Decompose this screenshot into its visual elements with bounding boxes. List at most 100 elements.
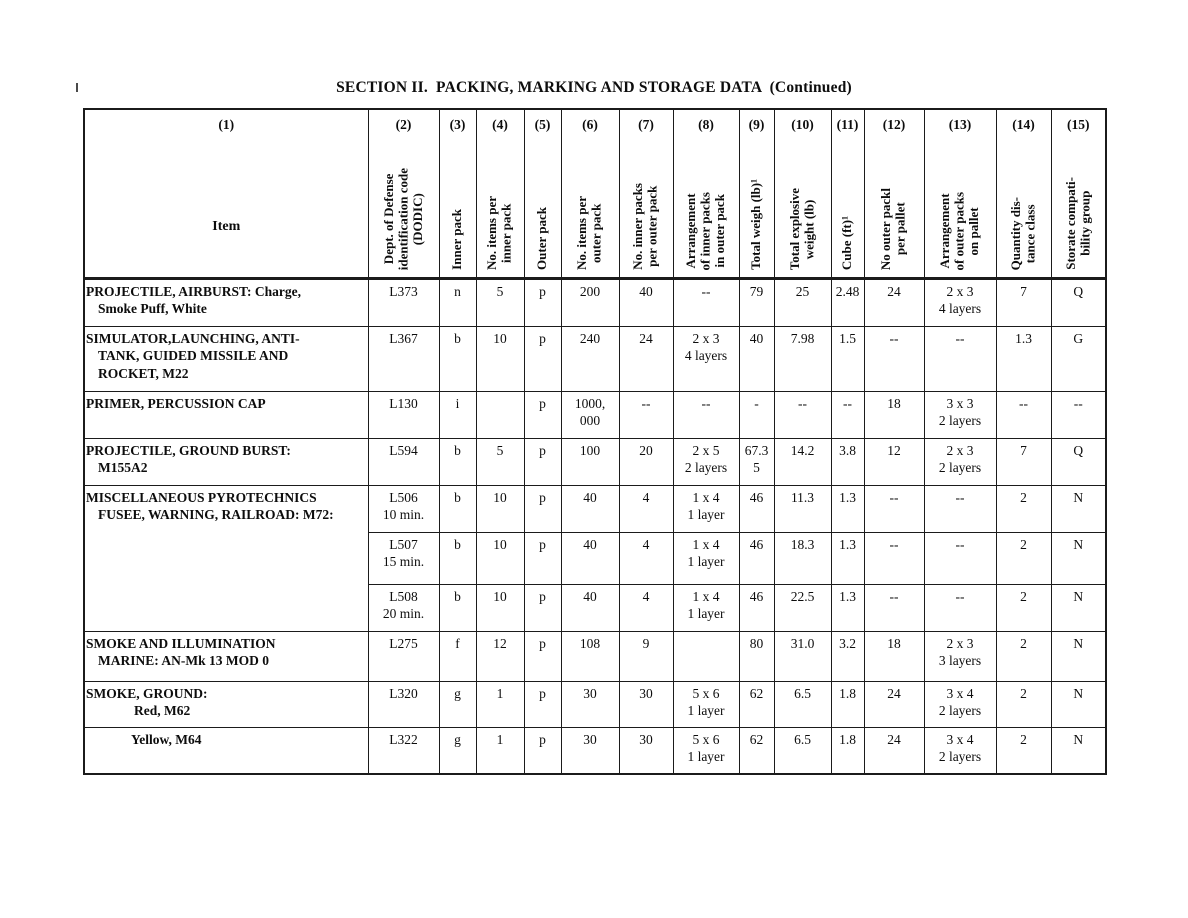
data-cell: 67.3 5 — [738, 437, 775, 486]
col-header-label: No. items per inner pack — [484, 195, 514, 270]
data-cell: 4 — [618, 531, 674, 585]
data-cell: 2 x 3 4 layers — [923, 277, 997, 327]
data-cell: 1.5 — [830, 325, 865, 392]
data-cell: L508 20 min. — [367, 583, 440, 632]
col-header-label: No. inner packs per outer pack — [630, 183, 660, 270]
data-cell: p — [523, 531, 562, 585]
data-cell: g — [438, 726, 477, 774]
data-cell: 40 — [738, 325, 775, 392]
col-number: (7) — [638, 117, 654, 132]
data-cell: 10 — [475, 484, 525, 533]
data-cell: p — [523, 325, 562, 392]
data-cell: 24 — [863, 680, 925, 728]
data-cell: 20 — [618, 437, 674, 486]
data-cell: 3 x 4 2 layers — [923, 680, 997, 728]
col-number: (1) — [218, 117, 235, 132]
col-number: (3) — [449, 117, 466, 132]
data-cell: -- — [618, 390, 674, 439]
data-cell: 40 — [560, 583, 620, 632]
col-number: (13) — [948, 117, 972, 132]
data-cell: 12 — [475, 630, 525, 682]
data-cell: 1.3 — [830, 484, 865, 533]
item-cell: PROJECTILE, GROUND BURST: M155A2 — [83, 437, 369, 486]
data-cell: -- — [923, 484, 997, 533]
data-cell: -- — [863, 583, 925, 632]
table-row: MISCELLANEOUS PYROTECHNICS FUSEE, WARNIN… — [83, 484, 1107, 632]
col-header-qty-distance: (14) Quantity dis- tance class — [995, 108, 1052, 280]
data-cell: 6.5 — [773, 680, 832, 728]
col-header-outer-per-pallet: (12) No outer packl per pallet — [863, 108, 925, 280]
data-cell: -- — [863, 531, 925, 585]
data-cell: -- — [923, 531, 997, 585]
item-cell: SMOKE AND ILLUMINATION MARINE: AN-Mk 13 … — [83, 630, 369, 682]
data-cell: 14.2 — [773, 437, 832, 486]
data-cell: 1.8 — [830, 726, 865, 774]
table-row: L507 15 min. b 10 p 40 4 1 x 4 1 layer 4… — [84, 531, 1107, 585]
data-cell: 1 x 4 1 layer — [672, 484, 740, 533]
data-cell: p — [523, 583, 562, 632]
data-cell: -- — [1050, 390, 1107, 439]
data-cell: p — [523, 630, 562, 682]
col-header-label: Dept. of Defense identification code (DO… — [380, 167, 425, 270]
data-cell: 2 — [995, 531, 1052, 585]
data-cell: 40 — [618, 277, 674, 327]
data-cell: L320 — [367, 680, 440, 728]
data-cell: p — [523, 484, 562, 533]
table-row: SIMULATOR,LAUNCHING, ANTI- TANK, GUIDED … — [83, 325, 1107, 392]
col-header-label: Outer pack — [534, 207, 550, 270]
data-cell: L507 15 min. — [367, 531, 440, 585]
data-cell: -- — [672, 390, 740, 439]
data-cell: 2 x 3 4 layers — [672, 325, 740, 392]
data-cell: 62 — [738, 726, 775, 774]
col-header-outer-pack: (5) Outer pack — [523, 108, 562, 280]
table-row: PROJECTILE, AIRBURST: Charge, Smoke Puff… — [83, 277, 1107, 327]
col-header-label: Arrangement of inner packs in outer pack — [683, 191, 728, 271]
table-row: Yellow, M64 L322 g 1 p 30 30 5 x 6 1 lay… — [83, 726, 1107, 774]
data-cell: L275 — [367, 630, 440, 682]
data-cell: 4 — [618, 484, 674, 533]
data-cell: 7.98 — [773, 325, 832, 392]
data-cell: 2 — [995, 630, 1052, 682]
col-header-total-weight: (9) Total weigh (lb)¹ — [738, 108, 775, 280]
data-cell: 9 — [618, 630, 674, 682]
col-header-label: Item — [212, 219, 241, 234]
col-header-compat-group: (15) Storate compati- bility group — [1050, 108, 1107, 280]
data-cell: L594 — [367, 437, 440, 486]
data-cell: 12 — [863, 437, 925, 486]
data-cell: b — [438, 437, 477, 486]
table-row: L508 20 min. b 10 p 40 4 1 x 4 1 layer 4… — [84, 583, 1107, 632]
data-cell: 10 — [475, 325, 525, 392]
col-number: (4) — [492, 117, 508, 132]
col-header-label: No. items per outer pack — [574, 195, 604, 270]
data-cell: - — [738, 390, 775, 439]
data-cell: p — [523, 680, 562, 728]
data-cell: 1 x 4 1 layer — [672, 583, 740, 632]
data-cell: N — [1050, 583, 1107, 632]
data-cell: -- — [773, 390, 832, 439]
data-cell: 30 — [560, 680, 620, 728]
col-header-label: Quantity dis- tance class — [1007, 196, 1038, 270]
col-number: (15) — [1067, 117, 1090, 132]
col-number: (2) — [395, 117, 412, 132]
data-cell: 40 — [560, 531, 620, 585]
data-cell: 2 x 3 3 layers — [923, 630, 997, 682]
data-cell: 1.3 — [830, 583, 865, 632]
data-cell: 100 — [560, 437, 620, 486]
data-cell: N — [1050, 630, 1107, 682]
data-cell: N — [1050, 484, 1107, 533]
data-cell: G — [1050, 325, 1107, 392]
data-cell: 25 — [773, 277, 832, 327]
data-cell: 18 — [863, 630, 925, 682]
col-header-dodic: (2) Dept. of Defense identification code… — [367, 108, 440, 280]
data-cell: 1.8 — [830, 680, 865, 728]
data-cell: L322 — [367, 726, 440, 774]
col-header-arrangement-pallet: (13) Arrangement of outer packs on palle… — [923, 108, 997, 280]
data-cell: 46 — [738, 531, 775, 585]
data-cell: 46 — [738, 583, 775, 632]
data-cell: 24 — [618, 325, 674, 392]
data-cell: 80 — [738, 630, 775, 682]
data-cell: 200 — [560, 277, 620, 327]
data-cell: -- — [995, 390, 1052, 439]
data-cell: 22.5 — [773, 583, 832, 632]
data-cell: 1 x 4 1 layer — [672, 531, 740, 585]
